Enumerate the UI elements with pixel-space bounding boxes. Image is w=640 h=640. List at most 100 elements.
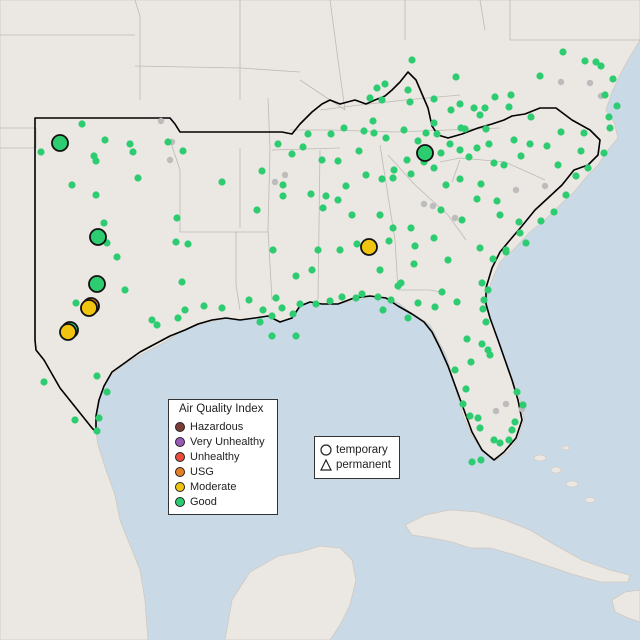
good-monitor-marker[interactable] (476, 111, 484, 119)
good-monitor-marker[interactable] (174, 314, 182, 322)
good-monitor-marker[interactable] (414, 137, 422, 145)
good-monitor-marker[interactable] (485, 140, 493, 148)
good-monitor-marker[interactable] (126, 140, 134, 148)
good-monitor-marker[interactable] (100, 219, 108, 227)
good-monitor-marker[interactable] (269, 246, 277, 254)
good-monitor-marker[interactable] (468, 458, 476, 466)
good-monitor-marker[interactable] (68, 181, 76, 189)
good-monitor-marker[interactable] (536, 72, 544, 80)
good-monitor-marker[interactable] (178, 278, 186, 286)
good-monitor-marker[interactable] (389, 174, 397, 182)
good-monitor-marker[interactable] (459, 400, 467, 408)
inactive-monitor-marker[interactable] (451, 214, 459, 222)
good-monitor-marker[interactable] (493, 197, 501, 205)
good-monitor-marker[interactable] (606, 124, 614, 132)
good-monitor-marker[interactable] (296, 300, 304, 308)
good-monitor-marker[interactable] (411, 242, 419, 250)
good-monitor-marker[interactable] (479, 305, 487, 313)
good-monitor-marker[interactable] (259, 306, 267, 314)
good-monitor-marker[interactable] (381, 80, 389, 88)
good-monitor-marker[interactable] (437, 206, 445, 214)
good-monitor-marker[interactable] (597, 62, 605, 70)
good-monitor-marker[interactable] (580, 129, 588, 137)
good-monitor-marker[interactable] (387, 296, 395, 304)
good-monitor-marker[interactable] (134, 174, 142, 182)
good-monitor-marker[interactable] (385, 237, 393, 245)
good-monitor-marker[interactable] (438, 288, 446, 296)
good-monitor-marker[interactable] (218, 178, 226, 186)
good-monitor-marker[interactable] (537, 217, 545, 225)
good-monitor-marker[interactable] (444, 256, 452, 264)
good-monitor-marker[interactable] (477, 456, 485, 464)
inactive-monitor-marker[interactable] (512, 186, 520, 194)
good-monitor-marker[interactable] (559, 48, 567, 56)
good-monitor-marker[interactable] (307, 190, 315, 198)
good-monitor-marker[interactable] (374, 293, 382, 301)
good-monitor-marker[interactable] (430, 164, 438, 172)
good-monitor-marker[interactable] (352, 294, 360, 302)
good-monitor-marker[interactable] (581, 57, 589, 65)
good-monitor-marker[interactable] (369, 117, 377, 125)
good-monitor-marker[interactable] (93, 372, 101, 380)
good-monitor-marker[interactable] (288, 150, 296, 158)
good-monitor-marker[interactable] (473, 195, 481, 203)
highlighted-monitor-marker[interactable] (80, 299, 98, 317)
inactive-monitor-marker[interactable] (157, 117, 165, 125)
good-monitor-marker[interactable] (600, 149, 608, 157)
good-monitor-marker[interactable] (592, 58, 600, 66)
good-monitor-marker[interactable] (218, 304, 226, 312)
good-monitor-marker[interactable] (312, 300, 320, 308)
inactive-monitor-marker[interactable] (502, 400, 510, 408)
inactive-monitor-marker[interactable] (586, 79, 594, 87)
good-monitor-marker[interactable] (90, 152, 98, 160)
good-monitor-marker[interactable] (456, 100, 464, 108)
good-monitor-marker[interactable] (457, 124, 465, 132)
good-monitor-marker[interactable] (382, 134, 390, 142)
good-monitor-marker[interactable] (93, 427, 101, 435)
good-monitor-marker[interactable] (516, 229, 524, 237)
good-monitor-marker[interactable] (245, 296, 253, 304)
highlighted-monitor-marker[interactable] (51, 134, 69, 152)
good-monitor-marker[interactable] (462, 385, 470, 393)
good-monitor-marker[interactable] (481, 104, 489, 112)
good-monitor-marker[interactable] (360, 127, 368, 135)
good-monitor-marker[interactable] (482, 125, 490, 133)
good-monitor-marker[interactable] (609, 75, 617, 83)
good-monitor-marker[interactable] (526, 140, 534, 148)
good-monitor-marker[interactable] (446, 140, 454, 148)
good-monitor-marker[interactable] (605, 113, 613, 121)
highlighted-monitor-marker[interactable] (89, 228, 107, 246)
good-monitor-marker[interactable] (557, 128, 565, 136)
good-monitor-marker[interactable] (200, 302, 208, 310)
good-monitor-marker[interactable] (376, 211, 384, 219)
good-monitor-marker[interactable] (478, 340, 486, 348)
inactive-monitor-marker[interactable] (420, 200, 428, 208)
good-monitor-marker[interactable] (505, 103, 513, 111)
good-monitor-marker[interactable] (613, 102, 621, 110)
good-monitor-marker[interactable] (268, 312, 276, 320)
good-monitor-marker[interactable] (376, 266, 384, 274)
good-monitor-marker[interactable] (470, 104, 478, 112)
good-monitor-marker[interactable] (370, 129, 378, 137)
good-monitor-marker[interactable] (148, 316, 156, 324)
good-monitor-marker[interactable] (400, 126, 408, 134)
good-monitor-marker[interactable] (113, 253, 121, 261)
good-monitor-marker[interactable] (414, 299, 422, 307)
good-monitor-marker[interactable] (72, 299, 80, 307)
good-monitor-marker[interactable] (153, 321, 161, 329)
good-monitor-marker[interactable] (407, 224, 415, 232)
good-monitor-marker[interactable] (562, 191, 570, 199)
good-monitor-marker[interactable] (451, 366, 459, 374)
good-monitor-marker[interactable] (184, 240, 192, 248)
good-monitor-marker[interactable] (37, 148, 45, 156)
good-monitor-marker[interactable] (433, 130, 441, 138)
good-monitor-marker[interactable] (179, 147, 187, 155)
good-monitor-marker[interactable] (348, 211, 356, 219)
good-monitor-marker[interactable] (95, 414, 103, 422)
good-monitor-marker[interactable] (340, 124, 348, 132)
good-monitor-marker[interactable] (484, 286, 492, 294)
good-monitor-marker[interactable] (362, 171, 370, 179)
good-monitor-marker[interactable] (289, 310, 297, 318)
inactive-monitor-marker[interactable] (271, 178, 279, 186)
